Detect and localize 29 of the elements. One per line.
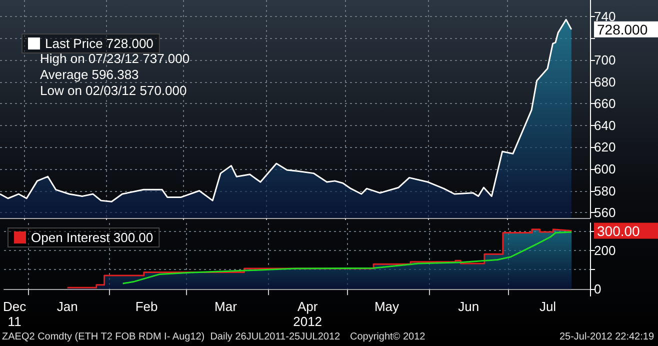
x-tick-label: Apr 2012	[293, 299, 322, 329]
text: Copyright© 2012	[350, 332, 426, 342]
x-tick-label: Feb	[135, 299, 158, 314]
x-tick-label: Jan	[56, 299, 78, 314]
x-tick-label: Jun	[458, 299, 480, 314]
annotation: High on 07/23/12 737.000	[40, 51, 190, 66]
annotation: Low on 02/03/12 570.000	[40, 83, 187, 98]
annotation: 300.00	[597, 222, 640, 239]
y-tick-label: 600	[594, 161, 616, 176]
y-tick-label: 660	[594, 96, 616, 112]
y-tick-label: 640	[594, 118, 616, 133]
annotation: Average 596.383	[40, 67, 139, 82]
x-tick-label: Dec 11	[2, 299, 27, 329]
x-tick-label: Jul	[539, 299, 556, 314]
text: ZAEQ2 Comdty (ETH T2 FOB RDM I- Aug12) Daily 26JUL2011-25JUL2012	[2, 332, 341, 342]
annotation: 728.000	[597, 21, 648, 38]
y-tick-label: 0	[594, 282, 602, 297]
y-tick-label: 580	[594, 183, 616, 198]
y-tick-label: 200	[594, 242, 616, 258]
y-tick-label: 700	[594, 52, 616, 68]
legend-label: Last Price 728.000	[45, 36, 154, 51]
y-tick-label: 740	[594, 8, 616, 24]
x-tick-label: Mar	[214, 299, 238, 314]
x-tick-label: May	[374, 299, 400, 314]
y-tick-label: 680	[594, 74, 616, 90]
text: 25-Jul-2012 22:42:19	[559, 332, 654, 342]
y-tick-label: 560	[594, 205, 616, 220]
y-tick-label: 620	[594, 140, 616, 155]
legend-label: Open Interest 300.00	[31, 230, 154, 245]
